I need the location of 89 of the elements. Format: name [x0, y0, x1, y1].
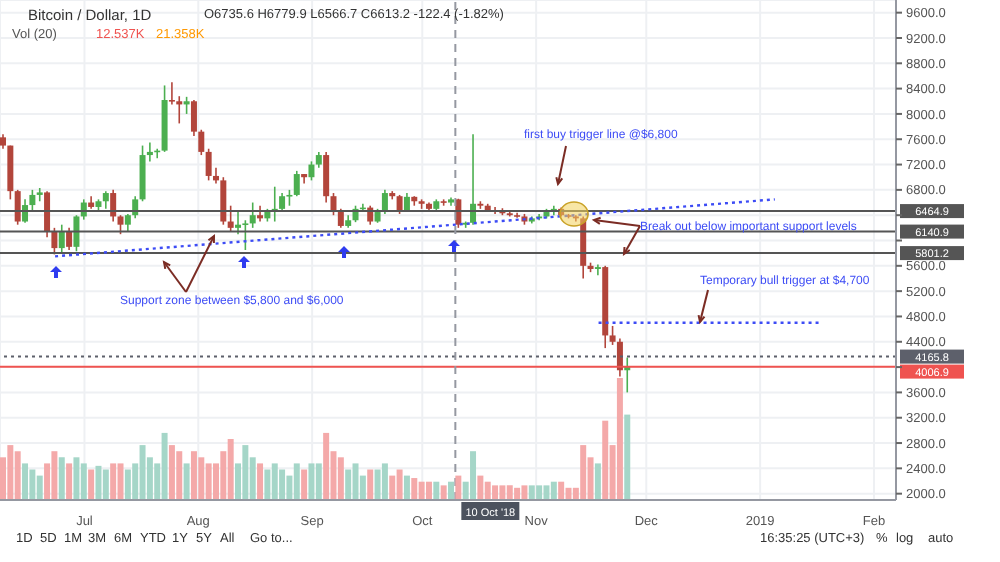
- bar: [403, 475, 410, 500]
- candlestick: [73, 214, 80, 253]
- bar: [139, 445, 146, 500]
- candlestick: [301, 173, 308, 185]
- bar: [345, 469, 352, 500]
- bar: [315, 463, 322, 500]
- bar: [161, 432, 168, 500]
- bar: [7, 445, 14, 500]
- candlestick: [580, 215, 587, 280]
- candlestick: [293, 170, 300, 197]
- bar: [411, 478, 418, 500]
- bar: [22, 463, 29, 500]
- bar: [264, 469, 271, 500]
- bar: [536, 485, 543, 500]
- bar: [514, 487, 521, 500]
- bar: [95, 465, 102, 500]
- bar: [418, 481, 425, 500]
- bar: [301, 469, 308, 500]
- bar: [66, 463, 73, 500]
- bar: [58, 457, 65, 500]
- bar: [594, 463, 601, 500]
- candlestick: [227, 204, 234, 232]
- bar: [484, 481, 491, 500]
- candlestick: [396, 194, 403, 215]
- bar: [176, 451, 183, 500]
- bar: [198, 457, 205, 500]
- bar: [293, 463, 300, 500]
- bar: [558, 481, 565, 500]
- candlestick: [205, 147, 212, 182]
- bar: [190, 451, 197, 500]
- bar: [227, 439, 234, 500]
- candlestick: [14, 189, 21, 226]
- bar: [308, 463, 315, 500]
- bar: [470, 451, 477, 500]
- bar: [543, 485, 550, 500]
- candlestick: [220, 176, 227, 226]
- bar: [242, 445, 249, 500]
- candlestick: [139, 144, 146, 203]
- bar: [381, 463, 388, 500]
- bar: [425, 481, 432, 500]
- bar: [528, 485, 535, 500]
- bar: [117, 463, 124, 500]
- bar: [440, 485, 447, 500]
- bar: [374, 469, 381, 500]
- bar: [102, 469, 109, 500]
- bar: [323, 432, 330, 500]
- bar: [565, 487, 572, 500]
- bar: [29, 469, 36, 500]
- bar: [499, 485, 506, 500]
- bar: [602, 420, 609, 500]
- bar: [80, 463, 87, 500]
- bar: [492, 485, 499, 500]
- bar: [624, 414, 631, 500]
- bar: [521, 485, 528, 500]
- candlestick: [323, 151, 330, 204]
- candlestick: [36, 187, 43, 203]
- candlestick: [117, 214, 124, 235]
- bar: [580, 445, 587, 500]
- bar: [183, 463, 190, 500]
- bar: [550, 481, 557, 500]
- candlestick: [242, 219, 249, 251]
- bar: [433, 481, 440, 500]
- candlestick: [308, 160, 315, 182]
- bar: [506, 485, 513, 500]
- bar: [36, 475, 43, 500]
- candlestick: [235, 211, 242, 235]
- candlestick: [249, 201, 256, 229]
- bar: [367, 469, 374, 500]
- bar: [337, 457, 344, 500]
- bar: [477, 475, 484, 500]
- bar: [51, 451, 58, 500]
- bar: [88, 469, 95, 500]
- bar: [271, 463, 278, 500]
- bar: [73, 457, 80, 500]
- bar: [396, 469, 403, 500]
- bar: [124, 469, 131, 500]
- bar: [279, 469, 286, 500]
- candlestick: [337, 208, 344, 229]
- bar: [257, 463, 264, 500]
- bar: [616, 378, 623, 500]
- bar: [168, 445, 175, 500]
- bar: [389, 475, 396, 500]
- bar: [352, 463, 359, 500]
- bar: [448, 481, 454, 500]
- bar: [14, 451, 21, 500]
- bar: [205, 463, 212, 500]
- bar: [455, 475, 462, 500]
- bar: [110, 463, 117, 500]
- candlestick: [594, 263, 601, 277]
